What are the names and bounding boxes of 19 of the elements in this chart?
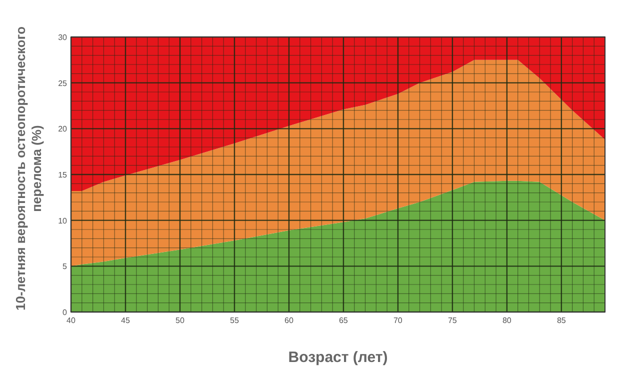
x-tick-label: 45: [121, 316, 130, 325]
y-tick-label: 10: [58, 216, 68, 226]
y-tick-label: 5: [62, 262, 68, 272]
x-tick-label: 70: [393, 316, 403, 325]
x-tick-label: 75: [448, 316, 458, 325]
y-tick-label: 30: [58, 33, 68, 42]
x-axis-title: Возраст (лет): [288, 349, 388, 366]
x-tick-label: 80: [502, 316, 512, 325]
y-tick-label: 15: [58, 170, 68, 180]
y-tick-label: 25: [58, 78, 68, 88]
y-tick-label: 20: [58, 124, 68, 134]
x-tick-label: 65: [338, 316, 348, 325]
x-tick-label: 50: [176, 316, 185, 325]
x-tick-label: 60: [284, 316, 294, 325]
x-tick-label: 55: [230, 316, 240, 325]
y-tick-label: 0: [62, 308, 68, 317]
x-tick-label: 85: [556, 316, 566, 325]
y-axis-title: 10-летняя вероятность остеопоротического перелома (%): [13, 26, 44, 311]
x-tick-label: 40: [66, 316, 76, 325]
